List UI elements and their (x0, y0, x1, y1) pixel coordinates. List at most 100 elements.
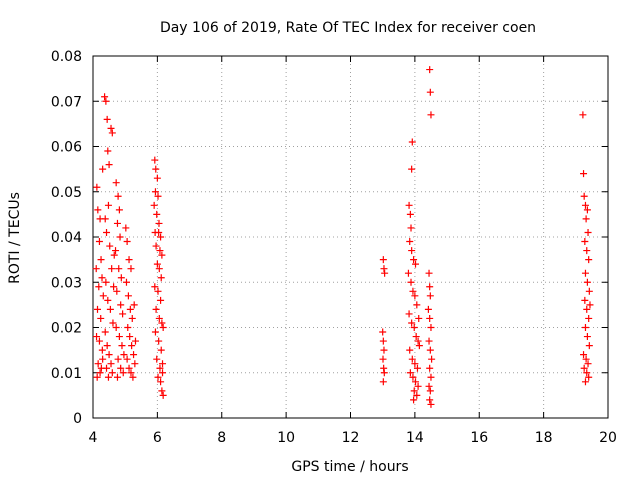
data-point (103, 342, 111, 350)
data-point (581, 324, 589, 331)
data-point (117, 301, 125, 309)
data-point (114, 355, 122, 363)
data-point (581, 238, 589, 246)
data-point (410, 387, 418, 395)
data-point (158, 387, 166, 395)
x-tick-label: 6 (153, 430, 162, 446)
y-tick-label: 0.03 (51, 275, 82, 291)
data-point (102, 97, 110, 105)
data-point (381, 269, 389, 277)
data-point (127, 369, 135, 377)
data-point (106, 242, 114, 250)
data-point (101, 93, 109, 101)
y-tick-label: 0.08 (51, 49, 82, 65)
y-tick-label: 0.01 (51, 366, 82, 382)
y-tick-label: 0.07 (51, 94, 82, 110)
data-point (157, 296, 165, 304)
data-point (159, 360, 167, 368)
y-tick-label: 0 (73, 411, 82, 427)
data-point (101, 328, 109, 336)
data-point (112, 247, 120, 255)
y-tick-label: 0.02 (51, 321, 82, 337)
data-point (99, 292, 107, 300)
data-point (585, 287, 593, 295)
data-point (128, 314, 136, 322)
data-point (130, 301, 138, 309)
data-point (408, 138, 416, 146)
data-point (425, 337, 433, 345)
data-point (93, 373, 101, 381)
x-tick-label: 20 (599, 430, 617, 446)
data-point (129, 373, 137, 381)
data-point (119, 310, 127, 318)
data-point (103, 364, 111, 372)
data-point (104, 201, 112, 209)
data-point (151, 156, 159, 164)
data-point (411, 292, 419, 300)
data-point (115, 206, 123, 214)
data-point (426, 314, 434, 322)
data-point (583, 369, 591, 377)
x-tick-label: 4 (89, 430, 98, 446)
data-point (112, 324, 120, 331)
data-point (94, 206, 102, 214)
data-point (106, 305, 114, 313)
data-point (155, 314, 163, 322)
data-point (155, 219, 163, 227)
data-point (126, 333, 134, 341)
data-point (104, 296, 112, 304)
data-point (114, 192, 122, 200)
data-point (157, 233, 165, 241)
data-point (426, 88, 434, 96)
data-point (107, 124, 115, 132)
data-point (157, 274, 165, 282)
data-point (427, 324, 435, 331)
data-point (159, 391, 167, 399)
data-point (108, 129, 116, 137)
data-point (97, 314, 105, 322)
data-point (115, 333, 123, 341)
data-point (585, 256, 593, 264)
data-point (92, 265, 100, 273)
y-tick-label: 0.06 (51, 140, 82, 156)
data-point (128, 342, 136, 350)
data-point (152, 305, 160, 313)
data-point (424, 305, 432, 313)
data-point (584, 360, 592, 368)
data-point (103, 228, 111, 236)
data-point (410, 256, 418, 264)
data-point (108, 265, 116, 273)
data-point (379, 337, 387, 345)
data-point (407, 224, 415, 232)
data-point (426, 283, 434, 291)
data-point (99, 165, 107, 173)
data-point (154, 287, 162, 295)
data-point (580, 170, 588, 178)
data-point (581, 269, 589, 277)
data-point (426, 66, 434, 74)
data-point (413, 391, 421, 399)
data-point (405, 201, 413, 209)
data-point (586, 301, 594, 309)
data-point (102, 278, 110, 286)
x-tick-label: 10 (277, 430, 295, 446)
data-point (413, 364, 421, 372)
data-point (409, 287, 417, 295)
data-point (93, 333, 101, 341)
data-point (94, 305, 102, 313)
data-point (107, 360, 115, 368)
data-point (584, 228, 592, 236)
data-point (427, 111, 435, 119)
data-point (156, 364, 164, 372)
data-point (97, 256, 105, 264)
data-point (379, 378, 387, 386)
data-point (110, 283, 118, 291)
data-point (426, 396, 434, 404)
data-point (585, 314, 593, 322)
data-point (380, 265, 388, 273)
data-point (155, 337, 163, 345)
data-point (585, 342, 593, 350)
data-point (112, 179, 120, 187)
data-point (95, 283, 103, 291)
